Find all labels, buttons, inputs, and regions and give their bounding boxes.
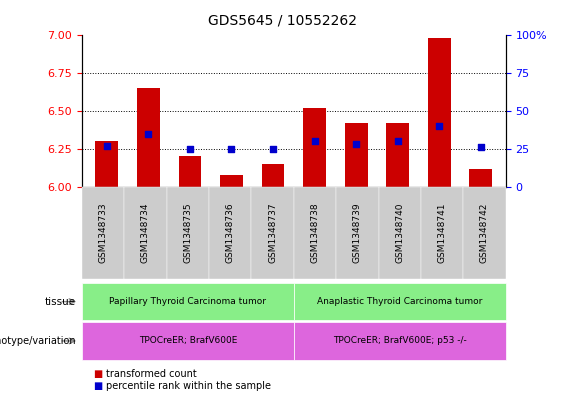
Text: transformed count: transformed count bbox=[106, 369, 197, 379]
Point bbox=[102, 143, 111, 149]
Bar bbox=[303, 108, 326, 187]
Text: TPOCreER; BrafV600E: TPOCreER; BrafV600E bbox=[138, 336, 237, 345]
Bar bbox=[137, 88, 160, 187]
Text: GSM1348741: GSM1348741 bbox=[438, 203, 446, 263]
Bar bbox=[95, 141, 118, 187]
Text: percentile rank within the sample: percentile rank within the sample bbox=[106, 381, 271, 391]
Text: TPOCreER; BrafV600E; p53 -/-: TPOCreER; BrafV600E; p53 -/- bbox=[333, 336, 467, 345]
Point bbox=[476, 144, 485, 151]
Text: GDS5645 / 10552262: GDS5645 / 10552262 bbox=[208, 14, 357, 28]
Text: GSM1348742: GSM1348742 bbox=[480, 203, 489, 263]
Point bbox=[185, 146, 194, 152]
Point bbox=[351, 141, 360, 147]
Text: GSM1348737: GSM1348737 bbox=[268, 202, 277, 263]
Text: ■: ■ bbox=[93, 369, 102, 379]
Point bbox=[434, 123, 444, 129]
Point bbox=[310, 138, 319, 144]
Point bbox=[268, 146, 277, 152]
Bar bbox=[470, 169, 492, 187]
Text: GSM1348738: GSM1348738 bbox=[311, 202, 319, 263]
Bar bbox=[262, 164, 284, 187]
Text: GSM1348739: GSM1348739 bbox=[353, 202, 362, 263]
Text: GSM1348734: GSM1348734 bbox=[141, 203, 150, 263]
Bar bbox=[220, 174, 243, 187]
Point bbox=[227, 146, 236, 152]
Text: GSM1348733: GSM1348733 bbox=[99, 202, 107, 263]
Text: tissue: tissue bbox=[45, 297, 76, 307]
Text: GSM1348740: GSM1348740 bbox=[396, 203, 404, 263]
Text: ■: ■ bbox=[93, 381, 102, 391]
Point bbox=[144, 130, 153, 137]
Text: genotype/variation: genotype/variation bbox=[0, 336, 76, 346]
Text: Anaplastic Thyroid Carcinoma tumor: Anaplastic Thyroid Carcinoma tumor bbox=[317, 297, 483, 306]
Text: Papillary Thyroid Carcinoma tumor: Papillary Thyroid Carcinoma tumor bbox=[110, 297, 266, 306]
Bar bbox=[179, 156, 201, 187]
Bar bbox=[386, 123, 409, 187]
Bar bbox=[345, 123, 368, 187]
Text: GSM1348736: GSM1348736 bbox=[226, 202, 234, 263]
Text: GSM1348735: GSM1348735 bbox=[184, 202, 192, 263]
Bar bbox=[428, 39, 451, 187]
Point bbox=[393, 138, 402, 144]
